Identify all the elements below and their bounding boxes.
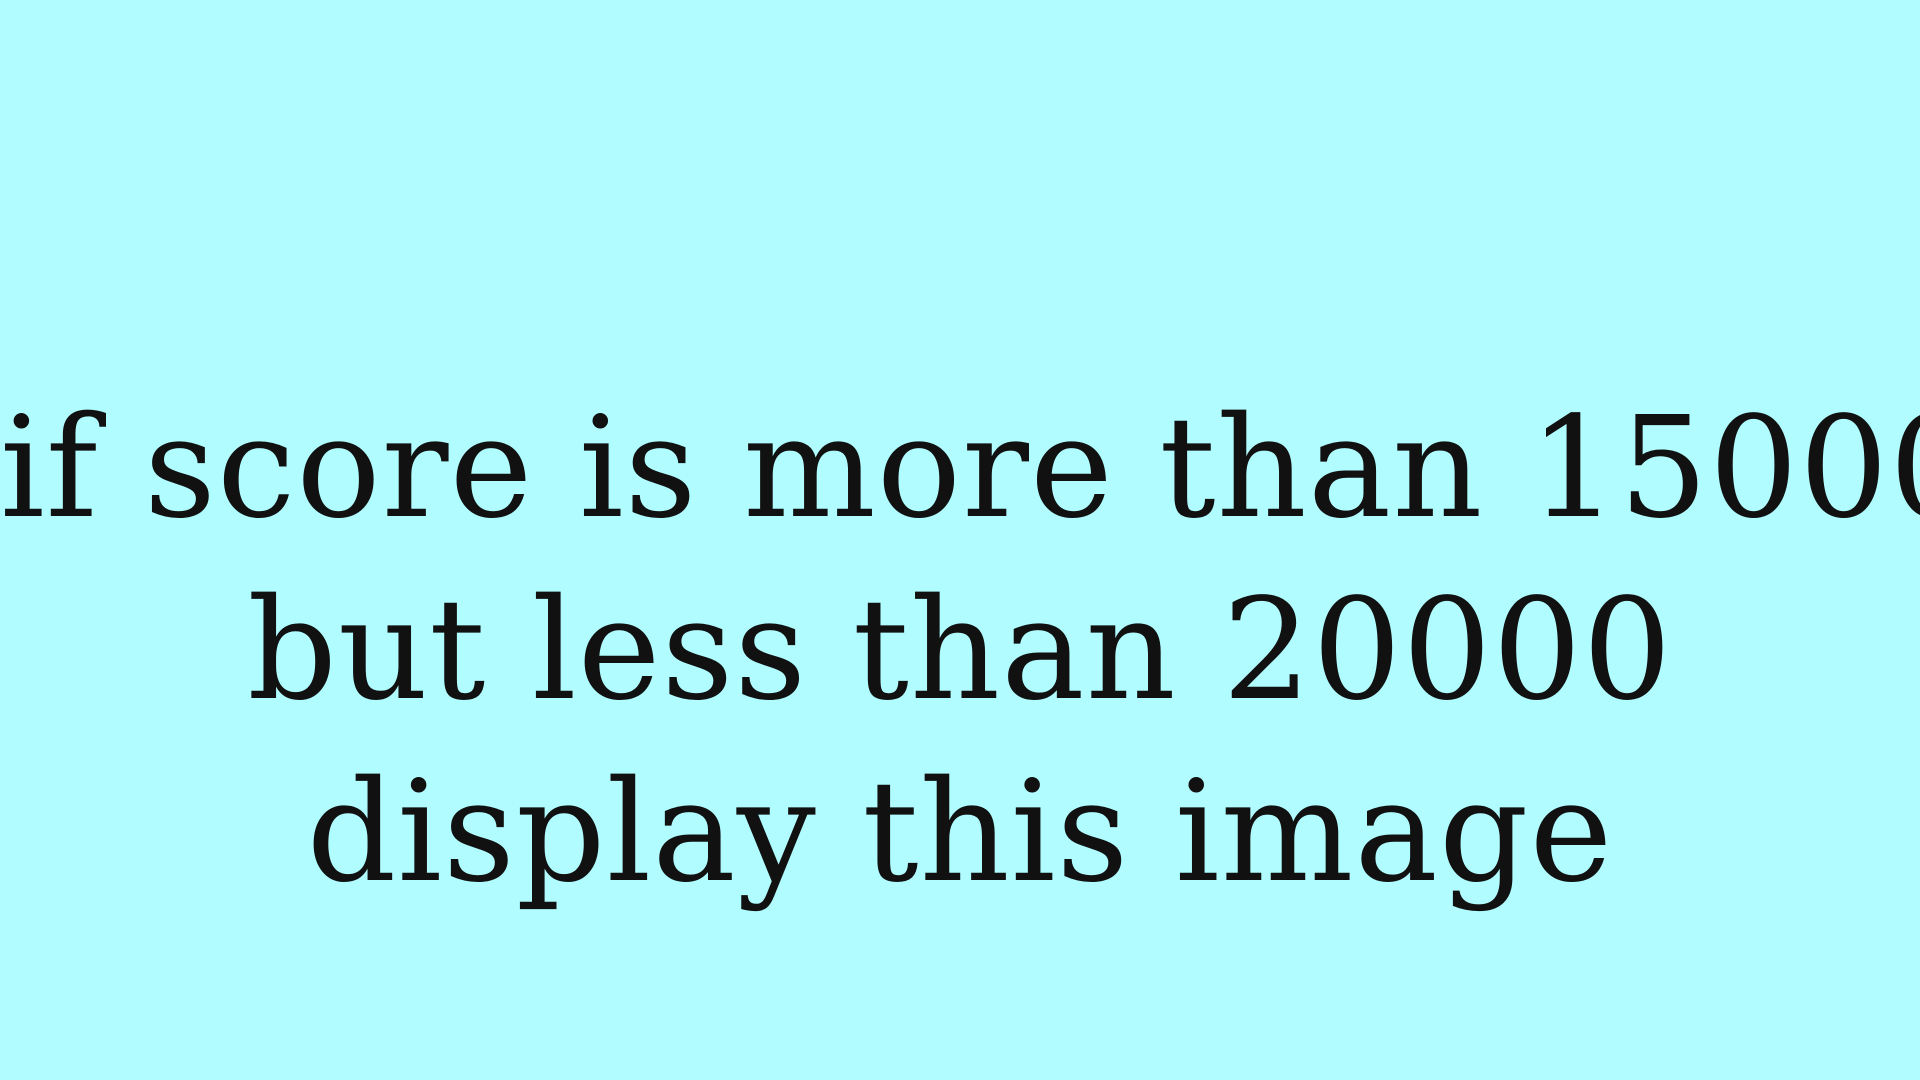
message-line-2: but less than 20000 (247, 569, 1673, 732)
message-line-1: if score is more than 15000 (0, 387, 1920, 550)
score-range-message: if score is more than 15000 but less tha… (0, 378, 1920, 924)
message-line-3: display this image (306, 751, 1614, 914)
